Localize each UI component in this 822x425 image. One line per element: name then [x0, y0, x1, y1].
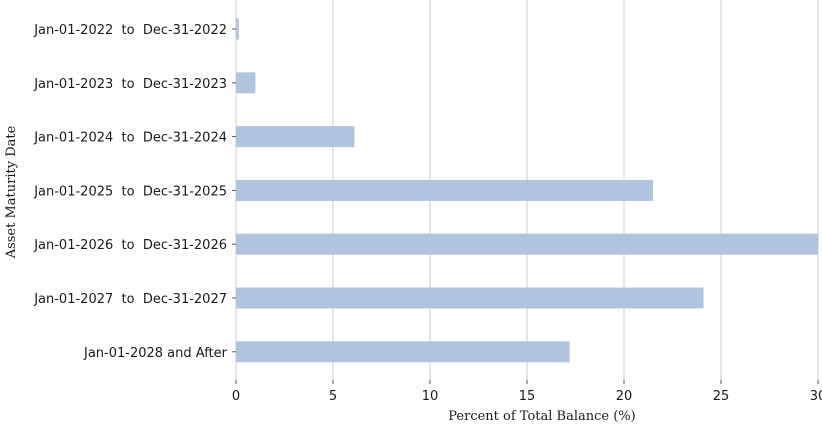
bar [236, 233, 818, 255]
x-tick-labels: 0 5 10 15 20 25 30 [232, 380, 822, 404]
x-tick-label: 0 [232, 389, 240, 404]
x-axis-title: Percent of Total Balance (%) [448, 409, 635, 424]
bar [236, 18, 239, 40]
y-tick-label: Jan-01-2026 to Dec-31-2026 [33, 238, 227, 253]
y-axis-title: Asset Maturity Date [4, 125, 19, 259]
bar [236, 126, 355, 148]
y-tick-labels: Jan-01-2022 to Dec-31-2022 Jan-01-2023 to… [33, 23, 236, 361]
x-tick-label: 30 [810, 389, 822, 404]
y-tick-label: Jan-01-2024 to Dec-31-2024 [33, 131, 227, 146]
bar [236, 341, 570, 363]
bar [236, 179, 654, 201]
bar [236, 72, 256, 94]
bar [236, 287, 704, 309]
y-tick-label: Jan-01-2025 to Dec-31-2025 [33, 184, 227, 199]
y-tick-label: Jan-01-2028 and After [83, 346, 228, 361]
x-tick-label: 5 [329, 389, 337, 404]
x-tick-label: 20 [616, 389, 633, 404]
y-tick-label: Jan-01-2022 to Dec-31-2022 [33, 23, 227, 38]
bars [236, 18, 818, 363]
y-tick-label: Jan-01-2027 to Dec-31-2027 [33, 292, 227, 307]
x-tick-label: 10 [422, 389, 439, 404]
y-tick-label: Jan-01-2023 to Dec-31-2023 [33, 77, 227, 92]
x-tick-label: 25 [713, 389, 730, 404]
x-tick-label: 15 [519, 389, 536, 404]
